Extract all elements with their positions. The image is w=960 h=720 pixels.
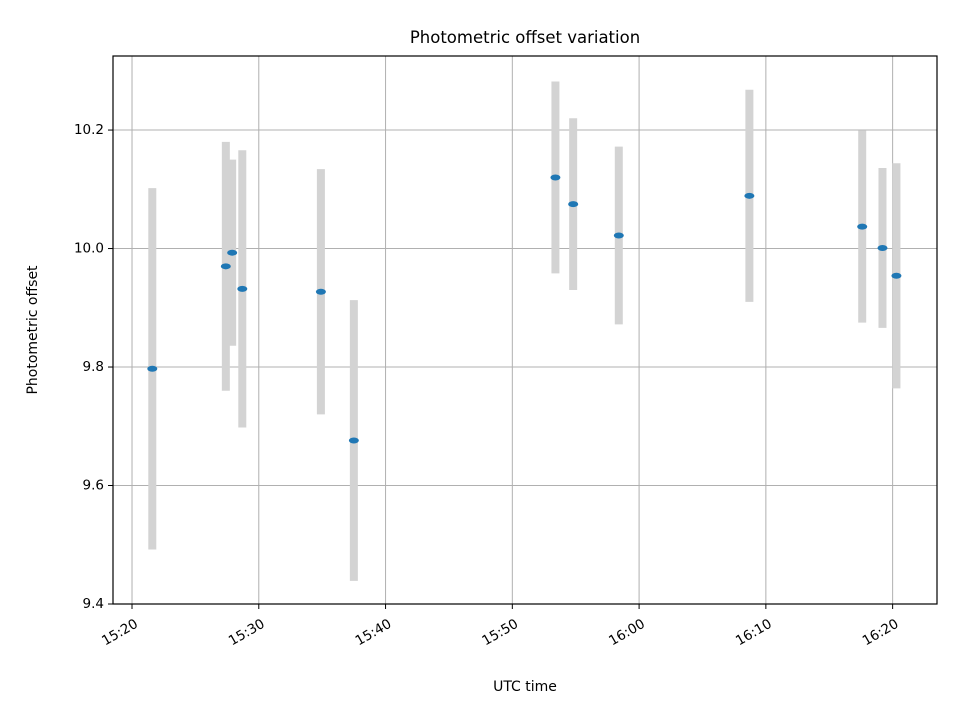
- y-axis-ticks: 9.4 9.6 9.8 10.0 10.2: [74, 122, 113, 612]
- y-tick-label: 9.8: [83, 359, 104, 375]
- y-tick-label: 10.2: [74, 122, 104, 138]
- y-tick-label: 9.6: [83, 478, 104, 494]
- y-tick-label: 10.0: [74, 241, 104, 257]
- chart-title: Photometric offset variation: [410, 28, 640, 47]
- data-point: [348, 437, 359, 444]
- data-point: [877, 244, 888, 251]
- data-point: [550, 174, 561, 181]
- data-point: [891, 272, 902, 279]
- data-point: [147, 365, 158, 372]
- y-axis-label: Photometric offset: [25, 265, 41, 395]
- data-point: [568, 201, 579, 208]
- plot-frame: [112, 55, 938, 605]
- data-point: [237, 285, 248, 292]
- data-points: [147, 174, 902, 444]
- data-point: [857, 223, 868, 230]
- x-axis-label: UTC time: [493, 679, 557, 695]
- data-point: [744, 192, 755, 199]
- data-point: [220, 263, 231, 270]
- data-point: [315, 288, 326, 295]
- grid: [113, 56, 937, 605]
- data-point: [227, 249, 238, 256]
- data-point: [613, 232, 624, 239]
- y-tick-label: 9.4: [83, 596, 104, 612]
